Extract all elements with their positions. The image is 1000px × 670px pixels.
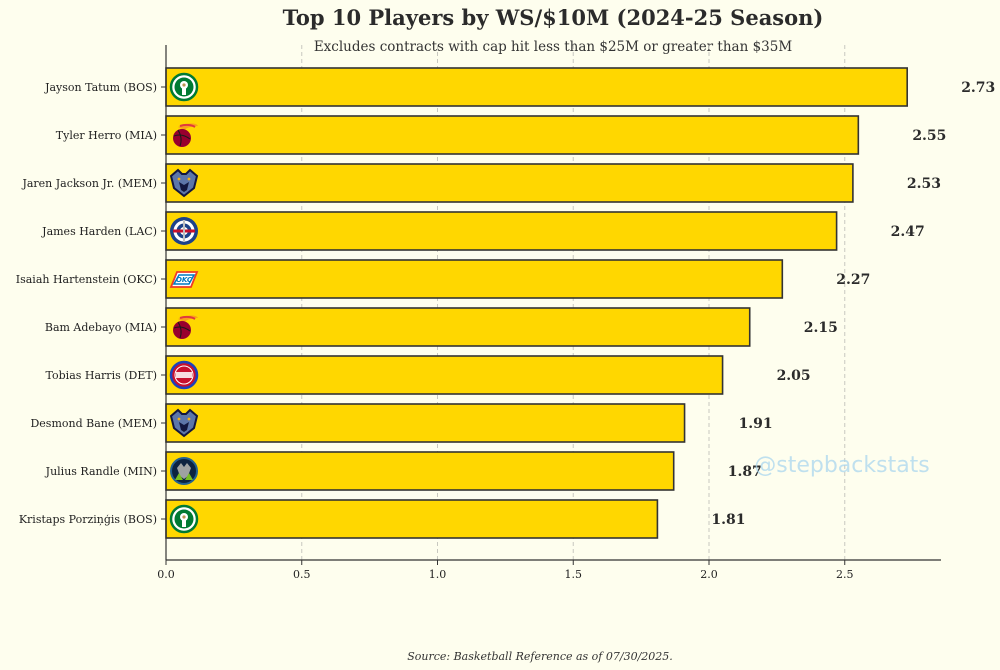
celtics-logo-icon (169, 504, 199, 534)
team-logos: OKC (169, 72, 199, 534)
pistons-logo-icon (169, 360, 199, 390)
value-label: 2.55 (912, 128, 946, 144)
clippers-logo-icon (170, 217, 198, 245)
value-label: 2.47 (891, 224, 925, 240)
y-tick-label: Jayson Tatum (BOS) (44, 81, 157, 94)
y-tick-label: Julius Randle (MIN) (45, 465, 157, 478)
value-label: 2.27 (836, 272, 870, 288)
bar (165, 115, 860, 155)
bar (165, 163, 854, 203)
x-tick-label: 2.0 (700, 568, 718, 581)
bar (165, 355, 724, 395)
celtics-logo-icon (169, 72, 199, 102)
bar (165, 259, 784, 299)
x-tick-label: 0.5 (293, 568, 311, 581)
y-tick-label: Jaren Jackson Jr. (MEM) (21, 177, 157, 190)
thunder-logo-icon: OKC (169, 271, 199, 288)
y-tick-label: James Harden (LAC) (41, 225, 157, 238)
y-tick-label: Bam Adebayo (MIA) (45, 321, 157, 334)
y-tick-labels: Jayson Tatum (BOS) Tyler Herro (MIA) Jaren… (16, 81, 166, 526)
bar (165, 451, 675, 491)
y-tick-label: Tobias Harris (DET) (46, 369, 157, 382)
x-tick-label: 2.5 (836, 568, 854, 581)
bar (165, 403, 686, 443)
x-tick-labels: 0.0 0.5 1.0 1.5 2.0 2.5 (157, 560, 854, 581)
bar (165, 499, 659, 539)
x-tick-label: 1.5 (565, 568, 583, 581)
bar (165, 67, 908, 107)
value-label: 1.87 (728, 464, 762, 480)
x-tick-label: 0.0 (157, 568, 175, 581)
watermark: @stepbackstats (754, 453, 930, 478)
y-tick-label: Isaiah Hartenstein (OKC) (16, 273, 157, 286)
value-label: 2.53 (907, 176, 941, 192)
grizzlies-logo-icon (169, 408, 199, 438)
value-label: 1.91 (739, 416, 773, 432)
value-label: 2.73 (961, 80, 995, 96)
grizzlies-logo-icon (169, 168, 199, 198)
value-labels: 2.73 2.55 2.53 2.47 2.27 2.15 2.05 1.91 1.87 1.81 (711, 80, 995, 528)
y-tick-label: Desmond Bane (MEM) (30, 417, 157, 430)
x-tick-label: 1.0 (429, 568, 447, 581)
y-tick-label: Kristaps Porziņģis (BOS) (19, 513, 157, 526)
heat-logo-icon (173, 315, 198, 339)
chart-title: Top 10 Players by WS/$10M (2024-25 Seaso… (283, 5, 824, 30)
timberwolves-logo-icon (170, 457, 198, 485)
source-note: Source: Basketball Reference as of 07/30… (407, 650, 673, 663)
value-label: 1.81 (711, 512, 745, 528)
y-tick-label: Tyler Herro (MIA) (56, 129, 157, 142)
bar (165, 211, 838, 251)
chart-subtitle: Excludes contracts with cap hit less tha… (314, 39, 793, 55)
value-label: 2.15 (804, 320, 838, 336)
heat-logo-icon (173, 123, 198, 147)
bars (165, 67, 908, 539)
svg-text:OKC: OKC (176, 276, 193, 284)
bar (165, 307, 751, 347)
value-label: 2.05 (777, 368, 811, 384)
